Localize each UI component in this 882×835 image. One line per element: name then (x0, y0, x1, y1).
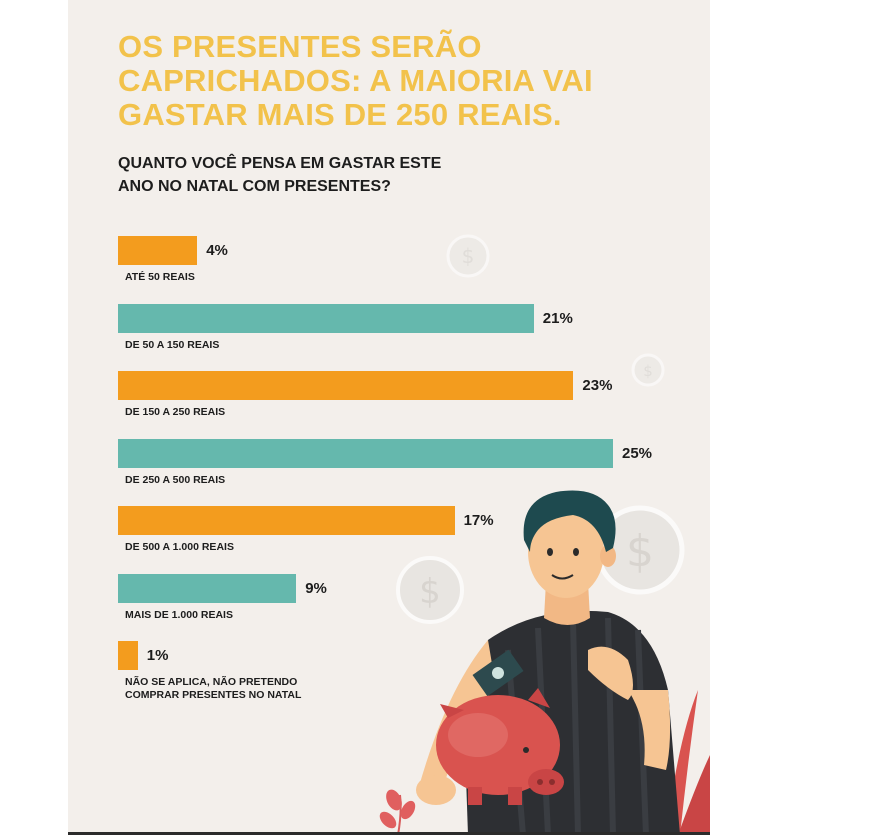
bar-category-label: MAIS DE 1.000 REAIS (125, 608, 233, 621)
infographic-title: OS PRESENTES SERÃO CAPRICHADOS: A MAIORI… (118, 29, 593, 132)
bar-category-label: DE 250 A 500 REAIS (125, 473, 226, 486)
bar-value-label: 21% (542, 309, 573, 327)
coin-icon: $ (396, 556, 464, 624)
bar-category-label: DE 150 A 250 REAIS (125, 406, 226, 418)
bar (118, 236, 198, 265)
bar-chart: 4% ATÉ 50 REAIS 21% DE 50 A 150 REAIS 23% DE … (118, 0, 710, 835)
bar (118, 506, 455, 535)
bar (118, 573, 297, 603)
bar (118, 303, 534, 333)
bar-value-label: 4% (206, 242, 228, 259)
infographic-panel: OS PRESENTES SERÃO CAPRICHADOS: A MAIORI… (68, 0, 710, 835)
bar-category-label: DE 50 A 150 REAIS (125, 338, 220, 351)
coin-icon: $ (631, 353, 665, 387)
piggy-bank-icon (436, 688, 564, 805)
bar (118, 438, 613, 468)
bar (118, 641, 138, 670)
coin-icon: $ (595, 505, 685, 595)
bar-value-label: 23% (582, 377, 613, 394)
banknote-icon (472, 649, 524, 697)
svg-text:$: $ (643, 362, 653, 380)
svg-text:$: $ (462, 244, 475, 268)
chart-question: QUANTO VOCÊ PENSA EM GASTAR ESTE ANO NO … (118, 155, 442, 195)
bar-value-label: 9% (305, 579, 327, 597)
bar-category-label: ATÉ 50 REAIS (125, 271, 195, 283)
svg-text:$: $ (626, 526, 654, 577)
coin-icon: $ (446, 234, 490, 278)
bar-category-label: DE 500 A 1.000 REAIS (125, 541, 234, 553)
bottom-divider (68, 832, 710, 835)
bar-category-label: NÃO SE APLICA, NÃO PRETENDO COMPRAR PRES… (125, 676, 302, 701)
svg-text:$: $ (419, 572, 441, 612)
bar-value-label: 17% (463, 512, 494, 529)
plant-left (379, 789, 416, 835)
bar-value-label: 1% (146, 647, 169, 664)
bar (118, 371, 574, 400)
bar-value-label: 25% (622, 444, 653, 462)
piggy-bank-illustration: $ $ $ $ (379, 234, 710, 835)
